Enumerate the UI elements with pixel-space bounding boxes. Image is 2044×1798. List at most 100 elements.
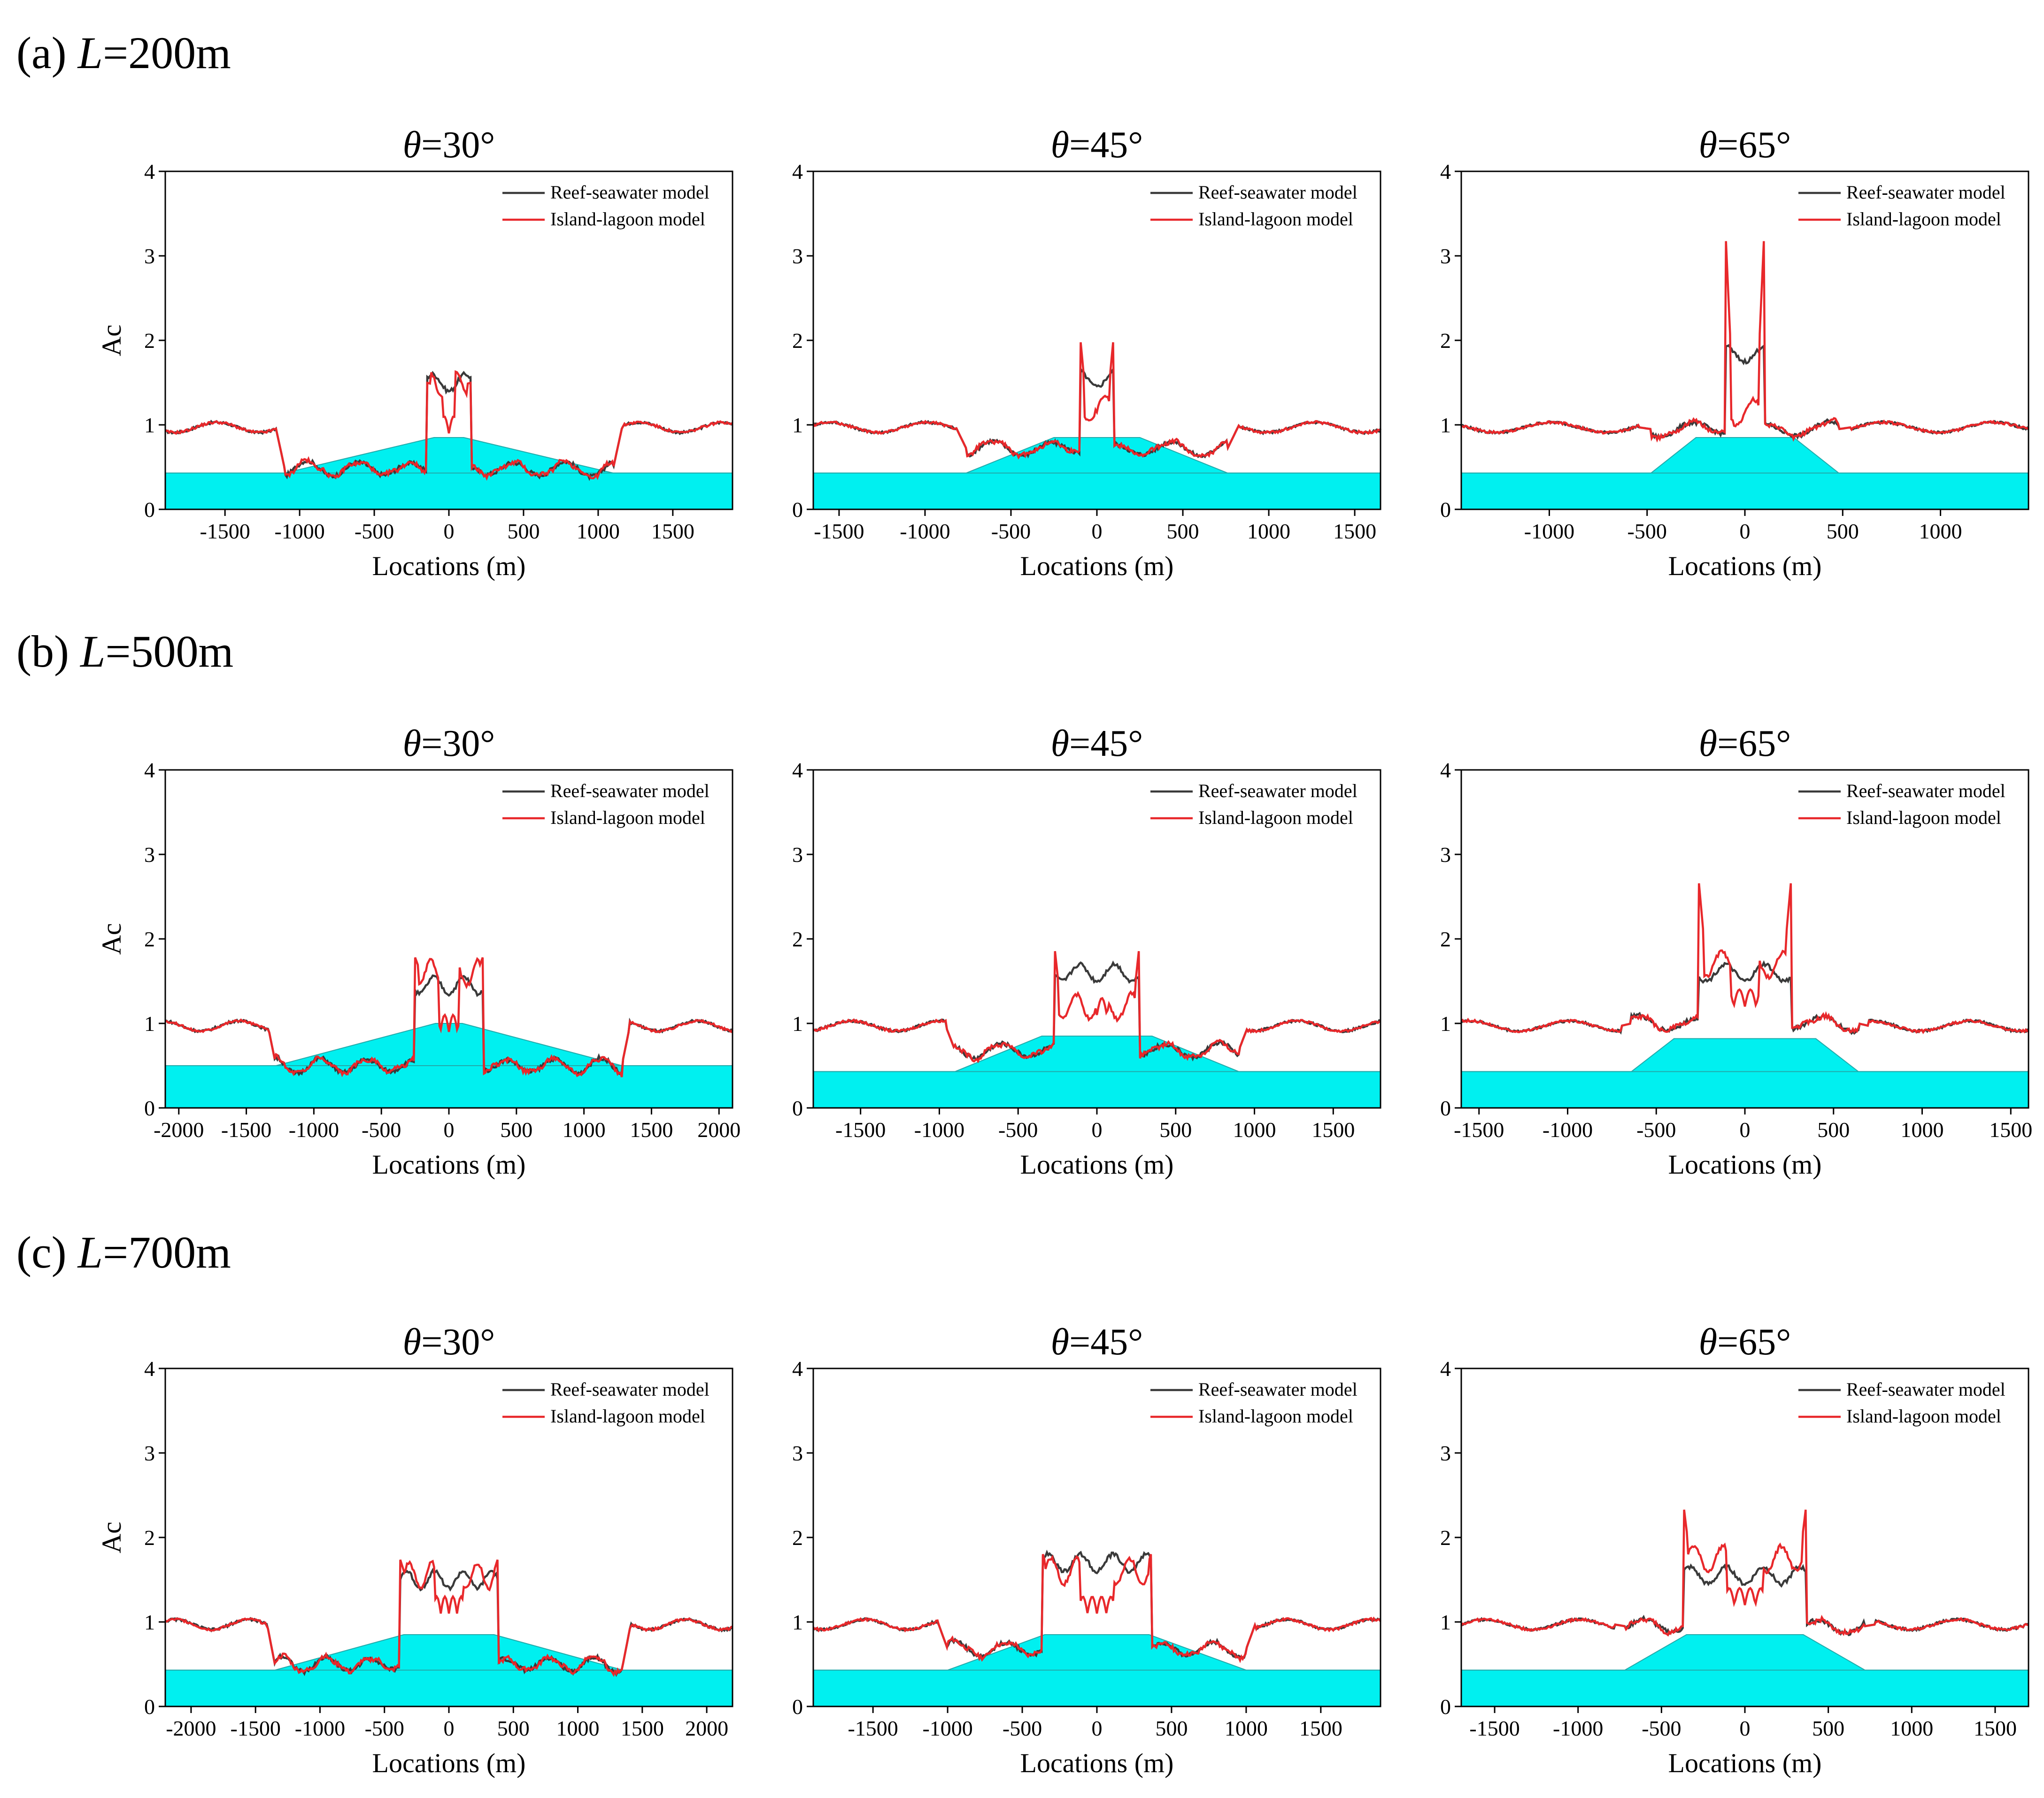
x-tick-label: -1000 — [900, 519, 950, 543]
row-label: (a) L=200m — [16, 28, 231, 78]
island-lagoon-line — [1460, 883, 2029, 1034]
panel-title-part: θ — [403, 723, 421, 764]
x-axis-label: Locations (m) — [1668, 1149, 1822, 1180]
reef-seawater-line — [1460, 960, 2029, 1035]
x-tick-label: 1000 — [577, 519, 620, 543]
x-axis-label: Locations (m) — [372, 1149, 526, 1180]
x-tick-label: 500 — [507, 519, 540, 543]
y-tick-label: 3 — [792, 1441, 803, 1465]
y-tick-label: 2 — [144, 927, 155, 951]
x-tick-label: -500 — [1003, 1716, 1042, 1740]
island-lagoon-line — [165, 957, 733, 1077]
chart-panel: 0 1 2 3 4 -2000 -1500 -1000 -500 0 500 1000 1500 2000… — [96, 1322, 733, 1778]
x-tick-label: 1500 — [1974, 1716, 2017, 1740]
x-tick-label: -1000 — [1543, 1118, 1593, 1142]
y-tick-label: 0 — [1440, 498, 1451, 522]
legend-island-lagoon-label: Island-lagoon model — [1846, 807, 2001, 828]
x-tick-label: -1500 — [1469, 1716, 1520, 1740]
panel-title: θ=45° — [1051, 723, 1143, 764]
panel-title: θ=30° — [403, 723, 495, 764]
x-tick-label: 1000 — [1919, 519, 1962, 543]
y-tick-label: 3 — [1440, 244, 1451, 268]
x-tick-label: 0 — [444, 1118, 455, 1142]
x-tick-label: 1500 — [630, 1118, 673, 1142]
legend-reef-seawater-label: Reef-seawater model — [550, 182, 710, 203]
panel-title-part: θ — [1699, 723, 1717, 764]
x-tick-label: -2000 — [166, 1716, 216, 1740]
row-label: (b) L=500m — [16, 626, 233, 676]
y-tick-label: 1 — [144, 1012, 155, 1036]
x-tick-label: -1000 — [295, 1716, 345, 1740]
x-tick-label: -1000 — [914, 1118, 964, 1142]
chart-panel: 0 1 2 3 4 -1500 -1000 -500 0 500 1000 1500 θ=65° Loca… — [1440, 723, 2032, 1180]
legend-reef-seawater-label: Reef-seawater model — [550, 1379, 710, 1400]
y-tick-label: 3 — [1440, 843, 1451, 867]
island-lagoon-line — [1461, 241, 2029, 443]
y-tick-label: 4 — [144, 160, 155, 184]
panel-title-part: =65° — [1717, 1322, 1791, 1363]
panel-title-part: θ — [1699, 124, 1717, 166]
x-axis-label: Locations (m) — [1020, 1748, 1174, 1778]
y-tick-label: 4 — [792, 758, 803, 782]
y-tick-label: 2 — [1440, 1526, 1451, 1550]
x-tick-label: 500 — [1812, 1716, 1844, 1740]
row-label-part: L — [77, 28, 103, 78]
panel-title-part: θ — [403, 1322, 421, 1363]
x-tick-label: 0 — [1740, 1118, 1751, 1142]
island-lagoon-line — [1460, 1509, 2029, 1637]
panel-title-part: θ — [1051, 124, 1069, 166]
x-tick-label: 0 — [1092, 1118, 1103, 1142]
x-tick-label: -1500 — [848, 1716, 898, 1740]
y-tick-label: 0 — [144, 1096, 155, 1120]
legend-reef-seawater-label: Reef-seawater model — [1846, 182, 2005, 203]
legend-reef-seawater-label: Reef-seawater model — [550, 780, 710, 801]
chart-panel: 0 1 2 3 4 -1000 -500 0 500 1000 θ=65° Locations (m)… — [1440, 124, 2029, 581]
x-tick-label: 1500 — [621, 1716, 664, 1740]
panel-title: θ=30° — [403, 124, 495, 166]
x-axis-label: Locations (m) — [372, 1748, 526, 1778]
panel-title-part: θ — [1051, 723, 1069, 764]
reef-profile-fill — [1461, 1038, 2029, 1108]
chart-panel: 0 1 2 3 4 -1500 -1000 -500 0 500 1000 1500 θ=65° Loca… — [1440, 1322, 2029, 1778]
island-lagoon-line — [812, 951, 1381, 1063]
y-axis-label: Ac — [96, 1521, 127, 1553]
y-tick-label: 0 — [792, 1695, 803, 1719]
x-tick-label: -500 — [1642, 1716, 1681, 1740]
x-tick-label: 500 — [1817, 1118, 1850, 1142]
row-label-part: =700m — [103, 1227, 231, 1277]
legend-reef-seawater-label: Reef-seawater model — [1198, 1379, 1358, 1400]
y-axis-label: Ac — [96, 923, 127, 955]
x-axis-label: Locations (m) — [1668, 551, 1822, 581]
x-tick-label: 500 — [1155, 1716, 1188, 1740]
chart-panel: 0 1 2 3 4 -1500 -1000 -500 0 500 1000 1500 θ=45° Loca… — [792, 723, 1381, 1180]
y-tick-label: 3 — [792, 843, 803, 867]
x-tick-label: 1000 — [563, 1118, 606, 1142]
x-tick-label: -1500 — [814, 519, 864, 543]
x-tick-label: 2000 — [697, 1118, 740, 1142]
row-label-part: =200m — [103, 28, 231, 78]
x-tick-label: -1500 — [231, 1716, 281, 1740]
x-tick-label: 500 — [497, 1716, 530, 1740]
row-label-part: (c) — [16, 1227, 78, 1277]
y-tick-label: 2 — [1440, 329, 1451, 353]
legend-reef-seawater-label: Reef-seawater model — [1846, 780, 2005, 801]
x-tick-label: 1000 — [1247, 519, 1290, 543]
panel-title-part: θ — [1051, 1322, 1069, 1363]
x-tick-label: 1500 — [1299, 1716, 1342, 1740]
x-tick-label: -500 — [362, 1118, 401, 1142]
row-label-part: L — [77, 1227, 103, 1277]
x-tick-label: -500 — [355, 519, 394, 543]
legend-island-lagoon-label: Island-lagoon model — [550, 208, 705, 230]
x-axis-label: Locations (m) — [1020, 1149, 1174, 1180]
x-tick-label: 500 — [1827, 519, 1859, 543]
y-tick-label: 1 — [1440, 413, 1451, 437]
x-tick-label: 1000 — [1890, 1716, 1933, 1740]
y-tick-label: 0 — [792, 1096, 803, 1120]
y-tick-label: 1 — [792, 413, 803, 437]
island-lagoon-line — [812, 342, 1381, 460]
panel-title: θ=65° — [1699, 1322, 1791, 1363]
x-axis-label: Locations (m) — [1668, 1748, 1822, 1778]
y-tick-label: 4 — [144, 758, 155, 782]
y-tick-label: 2 — [792, 329, 803, 353]
x-tick-label: -1500 — [1454, 1118, 1504, 1142]
